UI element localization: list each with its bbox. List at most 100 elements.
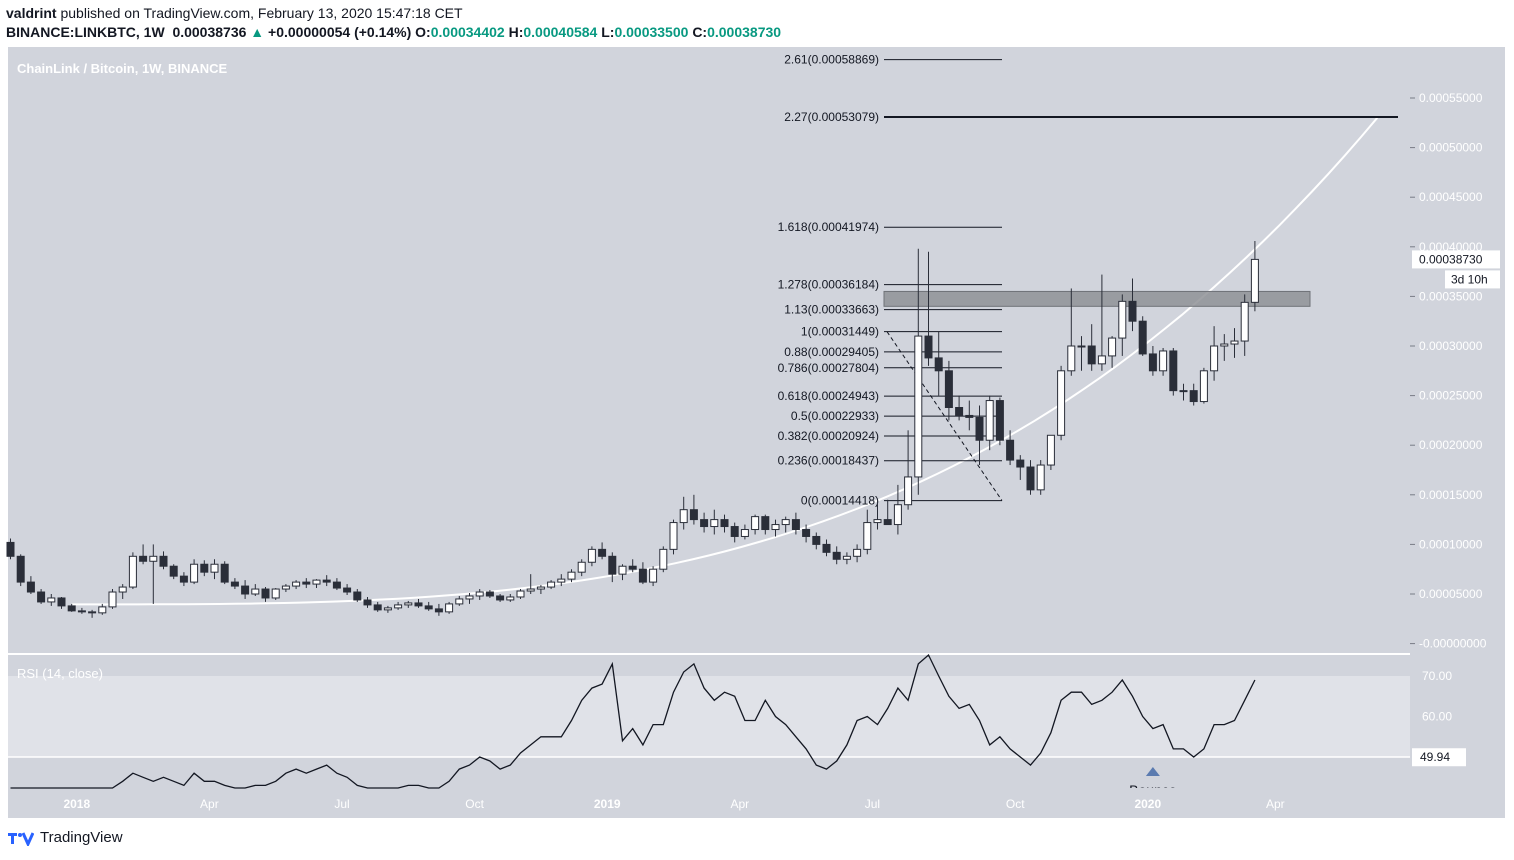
candle-down[interactable] — [200, 563, 209, 573]
candle-down[interactable] — [77, 610, 86, 613]
candle-up[interactable] — [1199, 370, 1208, 403]
candle-down[interactable] — [353, 591, 362, 601]
candle-up[interactable] — [781, 519, 790, 526]
candle-up[interactable] — [108, 591, 117, 608]
time-axis[interactable] — [8, 788, 1505, 818]
candle-up[interactable] — [904, 476, 913, 506]
candle-down[interactable] — [720, 519, 729, 528]
candle-up[interactable] — [567, 571, 576, 580]
candle-up[interactable] — [312, 579, 321, 585]
chart-canvas[interactable]: 0(0.00014418) 0.236(0.00018437) 0.382(0.00… — [0, 0, 1514, 825]
candle-down[interactable] — [965, 414, 974, 418]
candle-down[interactable] — [883, 519, 892, 526]
candle-down[interactable] — [1016, 459, 1025, 468]
candle-up[interactable] — [557, 578, 566, 583]
candle-up[interactable] — [475, 591, 484, 597]
candle-down[interactable] — [414, 602, 423, 607]
candle-up[interactable] — [587, 548, 596, 563]
candle-up[interactable] — [649, 568, 658, 583]
candle-up[interactable] — [873, 519, 882, 524]
candle-down[interactable] — [975, 416, 984, 441]
candle-up[interactable] — [740, 529, 749, 537]
candle-up[interactable] — [210, 563, 219, 573]
candle-up[interactable] — [618, 565, 627, 575]
candle-up[interactable] — [271, 588, 280, 599]
candle-down[interactable] — [26, 581, 35, 593]
candle-down[interactable] — [628, 565, 637, 570]
candle-up[interactable] — [863, 522, 872, 550]
candle-up[interactable] — [47, 597, 56, 603]
candle-down[interactable] — [812, 535, 821, 545]
candle-down[interactable] — [608, 555, 617, 575]
candle-down[interactable] — [434, 608, 443, 613]
candle-down[interactable] — [179, 575, 188, 583]
candle-up[interactable] — [1108, 337, 1117, 357]
candle-up[interactable] — [149, 555, 158, 562]
candle-up[interactable] — [394, 604, 403, 609]
candle-up[interactable] — [893, 504, 902, 526]
candle-up[interactable] — [445, 603, 454, 613]
candle-down[interactable] — [1138, 320, 1147, 355]
candle-up[interactable] — [383, 607, 392, 611]
price-axis[interactable] — [1410, 47, 1505, 788]
candle-down[interactable] — [791, 519, 800, 531]
candle-down[interactable] — [6, 541, 15, 557]
candle-down[interactable] — [332, 581, 341, 589]
candle-up[interactable] — [669, 522, 678, 550]
candle-up[interactable] — [710, 519, 719, 528]
candle-down[interactable] — [261, 588, 270, 599]
candle-down[interactable] — [822, 543, 831, 553]
candle-up[interactable] — [577, 561, 586, 573]
candle-down[interactable] — [730, 526, 739, 537]
candle-up[interactable] — [118, 586, 127, 593]
candle-up[interactable] — [1097, 355, 1106, 365]
candle-up[interactable] — [985, 400, 994, 441]
candle-up[interactable] — [1057, 370, 1066, 436]
candle-down[interactable] — [761, 516, 770, 531]
candle-up[interactable] — [281, 585, 290, 590]
candle-up[interactable] — [1240, 301, 1249, 342]
candle-down[interactable] — [37, 591, 46, 603]
candle-up[interactable] — [1046, 434, 1055, 466]
candle-down[interactable] — [955, 407, 964, 416]
candle-down[interactable] — [1128, 300, 1137, 322]
candle-up[interactable] — [1077, 345, 1086, 348]
candle-up[interactable] — [1179, 390, 1188, 393]
candle-down[interactable] — [363, 599, 372, 606]
candle-down[interactable] — [1006, 439, 1015, 461]
candle-up[interactable] — [547, 581, 556, 588]
candle-down[interactable] — [424, 605, 433, 610]
candle-down[interactable] — [343, 587, 352, 593]
candle-down[interactable] — [1169, 350, 1178, 392]
candle-up[interactable] — [506, 596, 515, 601]
candle-down[interactable] — [373, 604, 382, 611]
candle-up[interactable] — [1159, 350, 1168, 372]
candle-up[interactable] — [751, 516, 760, 531]
candle-down[interactable] — [1189, 390, 1198, 403]
candle-down[interactable] — [944, 370, 953, 409]
candle-up[interactable] — [1230, 340, 1239, 345]
candle-down[interactable] — [1148, 353, 1157, 372]
footer-brand[interactable]: TradingView — [8, 829, 123, 846]
candle-up[interactable] — [190, 563, 199, 583]
candle-up[interactable] — [1118, 300, 1127, 339]
price-pane[interactable] — [8, 47, 1410, 653]
candle-down[interactable] — [322, 579, 331, 583]
candle-up[interactable] — [251, 588, 260, 595]
candle-up[interactable] — [1036, 464, 1045, 491]
candle-up[interactable] — [842, 555, 851, 560]
candle-down[interactable] — [924, 335, 933, 359]
candle-up[interactable] — [914, 335, 923, 478]
candle-down[interactable] — [598, 548, 607, 557]
candle-up[interactable] — [771, 524, 780, 531]
candle-down[interactable] — [496, 595, 505, 601]
candle-down[interactable] — [1087, 345, 1096, 365]
candle-down[interactable] — [159, 555, 168, 567]
candle-down[interactable] — [88, 611, 97, 614]
candle-down[interactable] — [638, 568, 647, 583]
candle-up[interactable] — [659, 548, 668, 570]
candle-up[interactable] — [98, 606, 107, 614]
candle-down[interactable] — [16, 555, 25, 583]
candle-down[interactable] — [995, 400, 1004, 441]
candle-up[interactable] — [516, 590, 525, 598]
